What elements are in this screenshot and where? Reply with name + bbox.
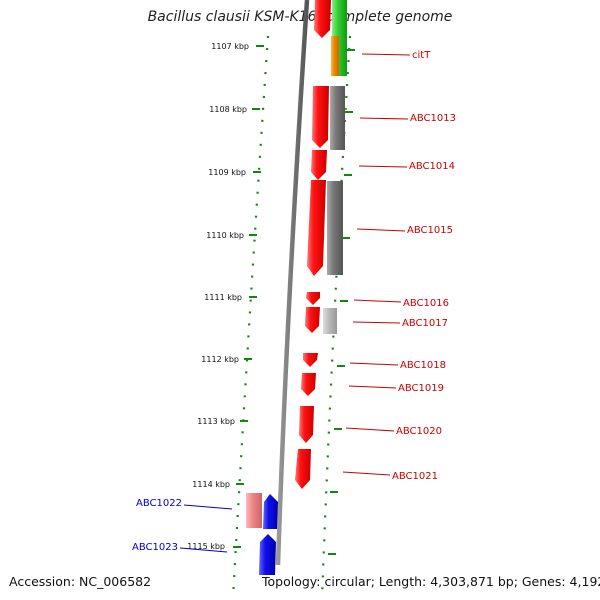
- kbp-label: 1110 kbp: [206, 231, 244, 240]
- leader-line-abc1018: [349, 362, 399, 366]
- gene-label-abc1021: ABC1021: [392, 471, 438, 482]
- kbp-label: 1113 kbp: [197, 417, 235, 426]
- gene-label-abc1015: ABC1015: [407, 225, 453, 236]
- kbp-labels: 1107 kbp 1108 kbp 1109 kbp 1110 kbp 1111…: [187, 42, 249, 551]
- gene-label-abc1018: ABC1018: [400, 360, 446, 371]
- leader-line-abc1014: [358, 165, 408, 168]
- gene-label-abc1020: ABC1020: [396, 426, 442, 437]
- reverse-strand-genes: [259, 494, 278, 575]
- leader-line-abc1013: [359, 117, 409, 120]
- gene-arrow-abc1015: [307, 180, 326, 276]
- kbp-label: 1107 kbp: [211, 42, 249, 51]
- gene-label-abc1022: ABC1022: [136, 498, 182, 509]
- leader-line-abc1019: [348, 385, 397, 389]
- leader-line-abc1023: [179, 547, 228, 553]
- forward-leader-lines: [342, 53, 411, 476]
- gene-arrow-abc1016: [306, 292, 320, 305]
- leader-line-abc1016: [353, 299, 402, 303]
- gene-label-abc1017: ABC1017: [402, 318, 448, 329]
- gene-label-abc1016: ABC1016: [403, 298, 449, 309]
- topology-text: Topology: circular; Length: 4,303,871 bp…: [262, 574, 600, 589]
- genome-title: Bacillus clausii KSM-K16, complete genom…: [147, 9, 453, 25]
- gene-label-abc1014: ABC1014: [409, 161, 455, 172]
- leader-line-citt: [361, 53, 411, 56]
- gene-lightgray-block: [323, 308, 337, 334]
- kbp-label: 1108 kbp: [209, 105, 247, 114]
- gene-orange-block-front: [331, 36, 339, 76]
- genome-backbone: [275, 0, 310, 566]
- inner-dotted-arc: [231, 35, 270, 599]
- kbp-label: 1111 kbp: [204, 293, 242, 302]
- kbp-label: 1112 kbp: [201, 355, 239, 364]
- gene-arrow-abc1022: [263, 494, 278, 529]
- gene-arrow-abc1017: [305, 307, 320, 333]
- gene-arrow-abc1019: [301, 373, 316, 396]
- gene-label-abc1019: ABC1019: [398, 383, 444, 394]
- leader-line-abc1022: [183, 504, 233, 510]
- leader-line-abc1015: [356, 228, 406, 232]
- gene-lightred-block: [246, 493, 262, 528]
- forward-gene-labels: citT ABC1013 ABC1014 ABC1015 ABC1016 ABC…: [392, 50, 456, 482]
- gene-gray-block: [327, 181, 343, 275]
- accession-text: Accession: NC_006582: [9, 574, 152, 589]
- leader-line-abc1017: [352, 321, 401, 324]
- gene-gray-block: [330, 86, 345, 150]
- reverse-leader-lines: [179, 504, 233, 553]
- kbp-label: 1115 kbp: [187, 542, 225, 551]
- gene-arrow-abc1023: [259, 534, 276, 575]
- leader-line-abc1020: [345, 427, 395, 432]
- leader-line-abc1021: [342, 471, 391, 476]
- gene-arrow-abc1021: [295, 449, 311, 489]
- gene-arrow-abc1018: [303, 353, 318, 367]
- gene-arrow-abc1013: [312, 86, 329, 148]
- kbp-ticks: [233, 45, 264, 548]
- gene-arrow-abc1014: [311, 150, 327, 180]
- reverse-gene-labels: ABC1022 ABC1023: [132, 498, 182, 553]
- kbp-label: 1114 kbp: [192, 480, 230, 489]
- forward-strand-genes: [295, 0, 331, 489]
- gene-label-abc1023: ABC1023: [132, 542, 178, 553]
- gene-arrow-top: [314, 0, 331, 38]
- gene-label-citt: citT: [412, 50, 431, 61]
- outer-ticks: [328, 49, 355, 555]
- kbp-label: 1109 kbp: [208, 168, 246, 177]
- gene-label-abc1013: ABC1013: [410, 113, 456, 124]
- gene-arrow-abc1020: [299, 406, 314, 443]
